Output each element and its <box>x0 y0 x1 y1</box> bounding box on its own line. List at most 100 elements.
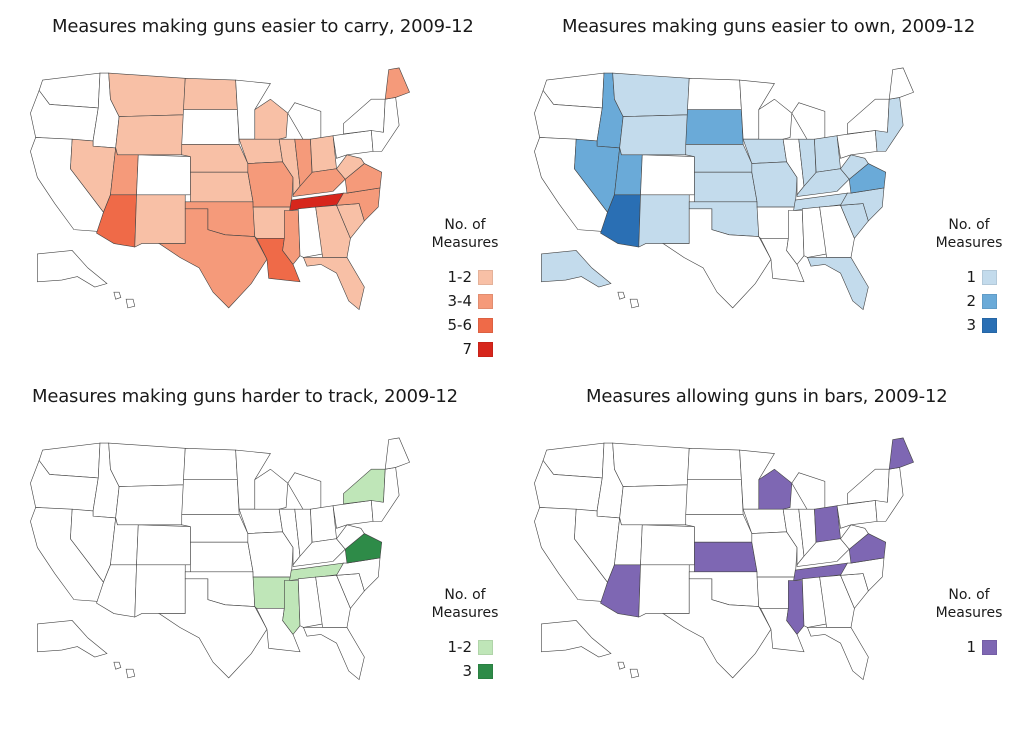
state-al <box>297 576 323 628</box>
legend-item: 3 <box>420 660 510 682</box>
state-co <box>640 524 695 566</box>
state-wy <box>115 114 184 156</box>
state-nm <box>134 564 186 618</box>
state-nd <box>687 78 742 110</box>
legend-swatch <box>982 293 997 309</box>
state-ks <box>190 541 254 573</box>
legend-item: 2 <box>924 290 1014 312</box>
state-ne <box>181 144 249 173</box>
state-fl <box>303 257 365 311</box>
state-co <box>640 154 695 196</box>
map-panel-own: Measures making guns easier to own, 2009… <box>514 8 1014 368</box>
state-oh <box>310 505 337 543</box>
legend-swatch <box>478 341 493 357</box>
map-panel-bars: Measures allowing guns in bars, 2009-12 … <box>514 378 1014 738</box>
state-ne_region <box>874 97 904 152</box>
state-co <box>136 154 191 196</box>
state-ks <box>694 541 758 573</box>
legend-item: 3-4 <box>420 290 510 312</box>
state-wi <box>758 468 793 510</box>
state-tx <box>158 208 268 309</box>
state-ne <box>685 514 753 543</box>
state-hi <box>113 291 136 309</box>
legend-swatch <box>478 317 493 333</box>
state-fl <box>807 257 869 311</box>
state-tx <box>158 578 268 679</box>
state-ak <box>541 620 612 658</box>
state-fl <box>807 627 869 681</box>
state-ne_region <box>370 467 400 522</box>
state-wv <box>840 524 869 550</box>
state-wy <box>619 114 688 156</box>
state-ak <box>541 250 612 288</box>
legend-item: 1 <box>924 636 1014 658</box>
state-me <box>384 67 410 100</box>
state-ne <box>685 144 753 173</box>
legend-swatch <box>982 317 997 333</box>
legend: No. of Measures 1 <box>924 586 1014 660</box>
state-ak <box>37 250 108 288</box>
state-wv <box>840 154 869 180</box>
state-wy <box>115 484 184 526</box>
state-wy <box>619 484 688 526</box>
state-nm <box>638 194 690 248</box>
state-mo <box>751 161 798 208</box>
state-nd <box>183 448 238 480</box>
state-pa <box>836 130 878 159</box>
map-panel-carry: Measures making guns easier to carry, 20… <box>10 8 510 368</box>
state-ne <box>181 514 249 543</box>
map-title: Measures making guns harder to track, 20… <box>32 386 458 407</box>
state-ut <box>614 517 643 566</box>
state-me <box>888 67 914 100</box>
state-mt <box>108 442 186 487</box>
state-tx <box>662 578 772 679</box>
legend: No. of Measures 1-2 3-4 5-6 7 <box>420 216 510 362</box>
state-nd <box>183 78 238 110</box>
legend-title: No. of Measures <box>935 217 1003 251</box>
state-sd <box>181 479 240 515</box>
state-hi <box>617 661 640 679</box>
state-me <box>888 437 914 470</box>
state-nm <box>638 564 690 618</box>
us-map <box>534 67 914 311</box>
map-title: Measures making guns easier to carry, 20… <box>52 16 474 37</box>
map-title: Measures making guns easier to own, 2009… <box>562 16 976 37</box>
state-co <box>136 524 191 566</box>
state-hi <box>617 291 640 309</box>
state-mo <box>247 161 294 208</box>
state-al <box>297 206 323 258</box>
legend-item: 1-2 <box>420 636 510 658</box>
state-al <box>801 576 827 628</box>
state-wi <box>758 98 793 140</box>
state-ne_region <box>874 467 904 522</box>
state-mt <box>108 72 186 117</box>
state-tx <box>662 208 772 309</box>
state-ut <box>110 517 139 566</box>
state-fl <box>303 627 365 681</box>
legend-swatch <box>478 639 493 655</box>
legend: No. of Measures 1 2 3 <box>924 216 1014 338</box>
legend-swatch <box>982 639 997 655</box>
state-nm <box>134 194 186 248</box>
map-title: Measures allowing guns in bars, 2009-12 <box>586 386 948 407</box>
state-oh <box>310 135 337 173</box>
state-oh <box>814 505 841 543</box>
state-wi <box>254 98 289 140</box>
state-ks <box>190 171 254 203</box>
legend-title: No. of Measures <box>431 217 499 251</box>
state-nc <box>335 557 381 592</box>
us-map <box>534 437 914 681</box>
legend-item: 1 <box>924 266 1014 288</box>
legend-title: No. of Measures <box>935 587 1003 621</box>
state-oh <box>814 135 841 173</box>
state-ut <box>110 147 139 196</box>
state-wv <box>336 524 365 550</box>
state-sd <box>685 109 744 145</box>
legend: No. of Measures 1-2 3 <box>420 586 510 684</box>
legend-title: No. of Measures <box>431 587 499 621</box>
legend-item: 1-2 <box>420 266 510 288</box>
state-ks <box>694 171 758 203</box>
state-mt <box>612 442 690 487</box>
legend-swatch <box>478 293 493 309</box>
state-mo <box>751 531 798 578</box>
